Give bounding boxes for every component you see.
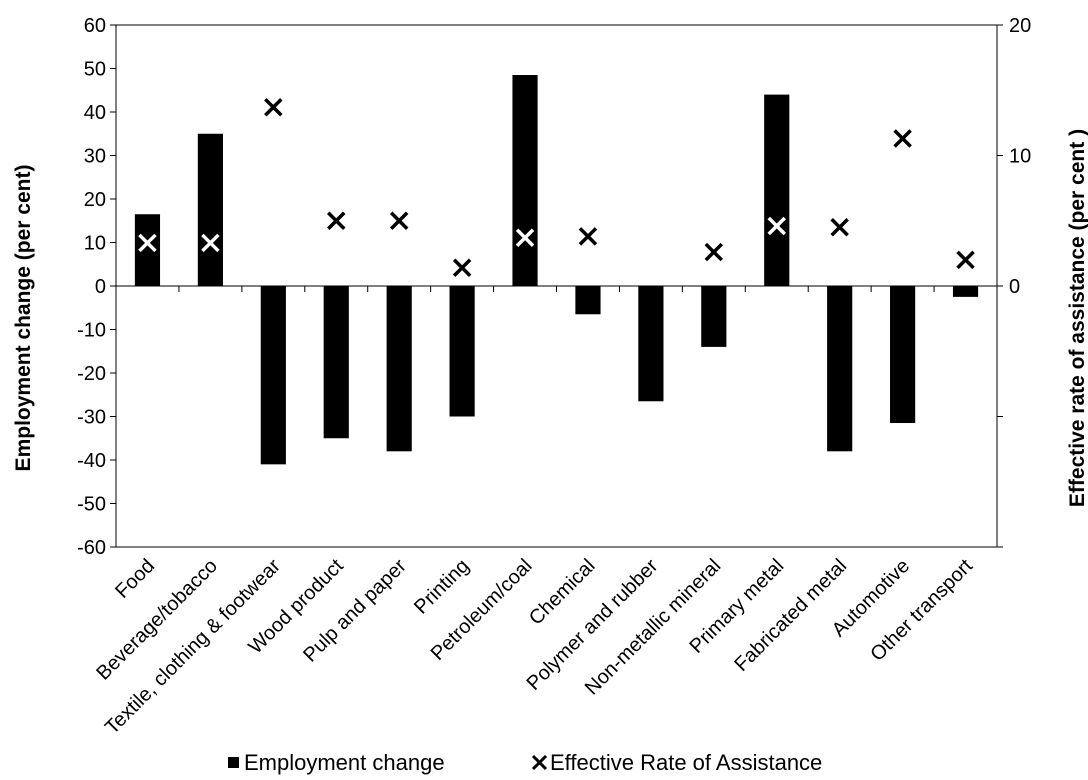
era-marker <box>327 211 346 230</box>
era-marker-stroke <box>704 242 724 262</box>
left-axis: 60 50 40 30 20 10 0 -10 -20 -30 -40 -50 -60 <box>77 15 116 559</box>
era-marker <box>767 216 786 236</box>
era-marker <box>830 218 849 237</box>
bar <box>386 286 412 452</box>
left-tick-label: 60 <box>84 15 106 37</box>
category-label: Printing <box>410 555 474 619</box>
left-tick-label: -60 <box>77 537 106 559</box>
bar <box>890 286 916 424</box>
era-marker-stroke <box>767 216 786 236</box>
legend-era-label: Effective Rate of Assistance <box>550 750 822 775</box>
bar <box>197 133 223 286</box>
era-marker <box>138 233 157 253</box>
era-marker-stroke <box>830 218 849 237</box>
era-marker-stroke <box>956 250 975 270</box>
right-axis-title: Effective rate of assistance (per cent ) <box>1066 129 1088 507</box>
category-label: Fabricated metal <box>730 555 851 676</box>
era-marker-stroke <box>578 227 598 246</box>
right-axis: 20 10 0 <box>997 15 1031 548</box>
era-marker-stroke <box>201 233 220 253</box>
era-marker-stroke <box>515 228 535 247</box>
left-axis-title: Employment change (per cent) <box>12 165 35 472</box>
era-marker-stroke <box>452 258 472 277</box>
bar <box>701 286 727 347</box>
left-tick-label: -20 <box>77 363 106 385</box>
bar <box>260 286 286 465</box>
era-marker <box>264 97 283 117</box>
era-marker <box>956 250 975 270</box>
era-marker <box>578 227 598 246</box>
left-tick-label: 0 <box>95 276 106 298</box>
left-tick-label: -50 <box>77 494 106 516</box>
bar <box>323 286 349 439</box>
era-marker <box>389 211 409 230</box>
left-tick-label: 30 <box>84 146 106 168</box>
era-marker-stroke <box>893 129 912 148</box>
bar <box>512 75 538 287</box>
legend-bar-swatch <box>228 757 239 768</box>
bar <box>827 286 853 452</box>
left-tick-label: -40 <box>77 450 106 472</box>
bar <box>952 286 979 297</box>
bar <box>764 94 790 286</box>
era-marker-stroke <box>138 233 157 253</box>
zero-line <box>115 285 998 292</box>
category-label: Food <box>111 555 159 603</box>
markers <box>138 97 975 277</box>
era-marker-stroke <box>264 97 283 117</box>
era-marker <box>893 129 912 148</box>
legend-x-marker-icon <box>531 754 548 771</box>
left-tick-label: -10 <box>77 320 106 342</box>
era-marker-stroke <box>389 211 409 230</box>
right-tick-label: 20 <box>1009 15 1031 37</box>
left-tick-label: -30 <box>77 407 106 429</box>
legend: Employment change Effective Rate of Assi… <box>228 750 822 775</box>
era-marker <box>452 258 472 277</box>
category-label: Beverage/tobacco <box>92 555 222 685</box>
left-tick-label: 40 <box>84 102 106 124</box>
left-tick-label: 50 <box>84 59 106 81</box>
right-tick-label: 0 <box>1009 276 1020 298</box>
bar <box>449 286 475 417</box>
era-marker <box>704 242 724 262</box>
era-marker <box>515 228 535 247</box>
bars <box>134 75 979 465</box>
era-marker <box>201 233 220 253</box>
left-tick-label: 20 <box>84 189 106 211</box>
era-marker-stroke <box>327 211 346 230</box>
legend-employment-label: Employment change <box>244 750 445 775</box>
left-tick-label: 10 <box>84 233 106 255</box>
bar <box>575 286 601 315</box>
right-tick-label: 10 <box>1009 146 1031 168</box>
bar <box>638 286 664 402</box>
